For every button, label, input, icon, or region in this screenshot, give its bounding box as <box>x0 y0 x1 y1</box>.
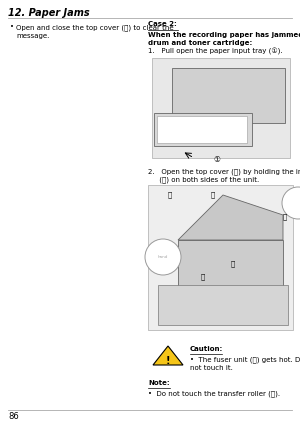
Text: •  Do not touch the transfer roller (Ⓔ).: • Do not touch the transfer roller (Ⓔ). <box>148 390 280 396</box>
Text: •: • <box>10 24 14 30</box>
Text: When the recording paper has jammed near the
drum and toner cartridge:: When the recording paper has jammed near… <box>148 32 300 46</box>
Polygon shape <box>153 346 183 365</box>
Text: !: ! <box>166 356 170 366</box>
Polygon shape <box>178 195 283 240</box>
Text: Ⓔ: Ⓔ <box>201 273 205 279</box>
Text: hand: hand <box>158 255 168 259</box>
Text: 2.   Open the top cover (Ⓑ) by holding the indentations
     (Ⓒ) on both sides o: 2. Open the top cover (Ⓑ) by holding the… <box>148 168 300 183</box>
Text: ①: ① <box>214 155 220 164</box>
Text: 1.   Pull open the paper input tray (①).: 1. Pull open the paper input tray (①). <box>148 48 283 55</box>
Text: •  The fuser unit (Ⓓ) gets hot. Do
not touch it.: • The fuser unit (Ⓓ) gets hot. Do not to… <box>190 356 300 371</box>
Polygon shape <box>158 285 288 325</box>
Polygon shape <box>154 113 252 146</box>
Circle shape <box>145 239 181 275</box>
Polygon shape <box>157 116 247 143</box>
Text: Case 2:: Case 2: <box>148 21 177 27</box>
Circle shape <box>282 187 300 219</box>
Polygon shape <box>178 240 283 290</box>
Text: Caution:: Caution: <box>190 346 223 352</box>
Text: Ⓒ: Ⓒ <box>283 213 287 220</box>
Text: Note:: Note: <box>148 380 170 386</box>
FancyBboxPatch shape <box>152 58 290 158</box>
Polygon shape <box>172 68 285 123</box>
Text: 86: 86 <box>8 412 19 421</box>
Text: Ⓒ: Ⓒ <box>168 191 172 198</box>
Text: Open and close the top cover (ⓓ) to clear the
message.: Open and close the top cover (ⓓ) to clea… <box>16 24 174 39</box>
Text: Ⓓ: Ⓓ <box>231 260 235 267</box>
FancyBboxPatch shape <box>148 185 293 330</box>
Text: Ⓑ: Ⓑ <box>211 191 215 198</box>
Text: 12. Paper Jams: 12. Paper Jams <box>8 8 90 18</box>
